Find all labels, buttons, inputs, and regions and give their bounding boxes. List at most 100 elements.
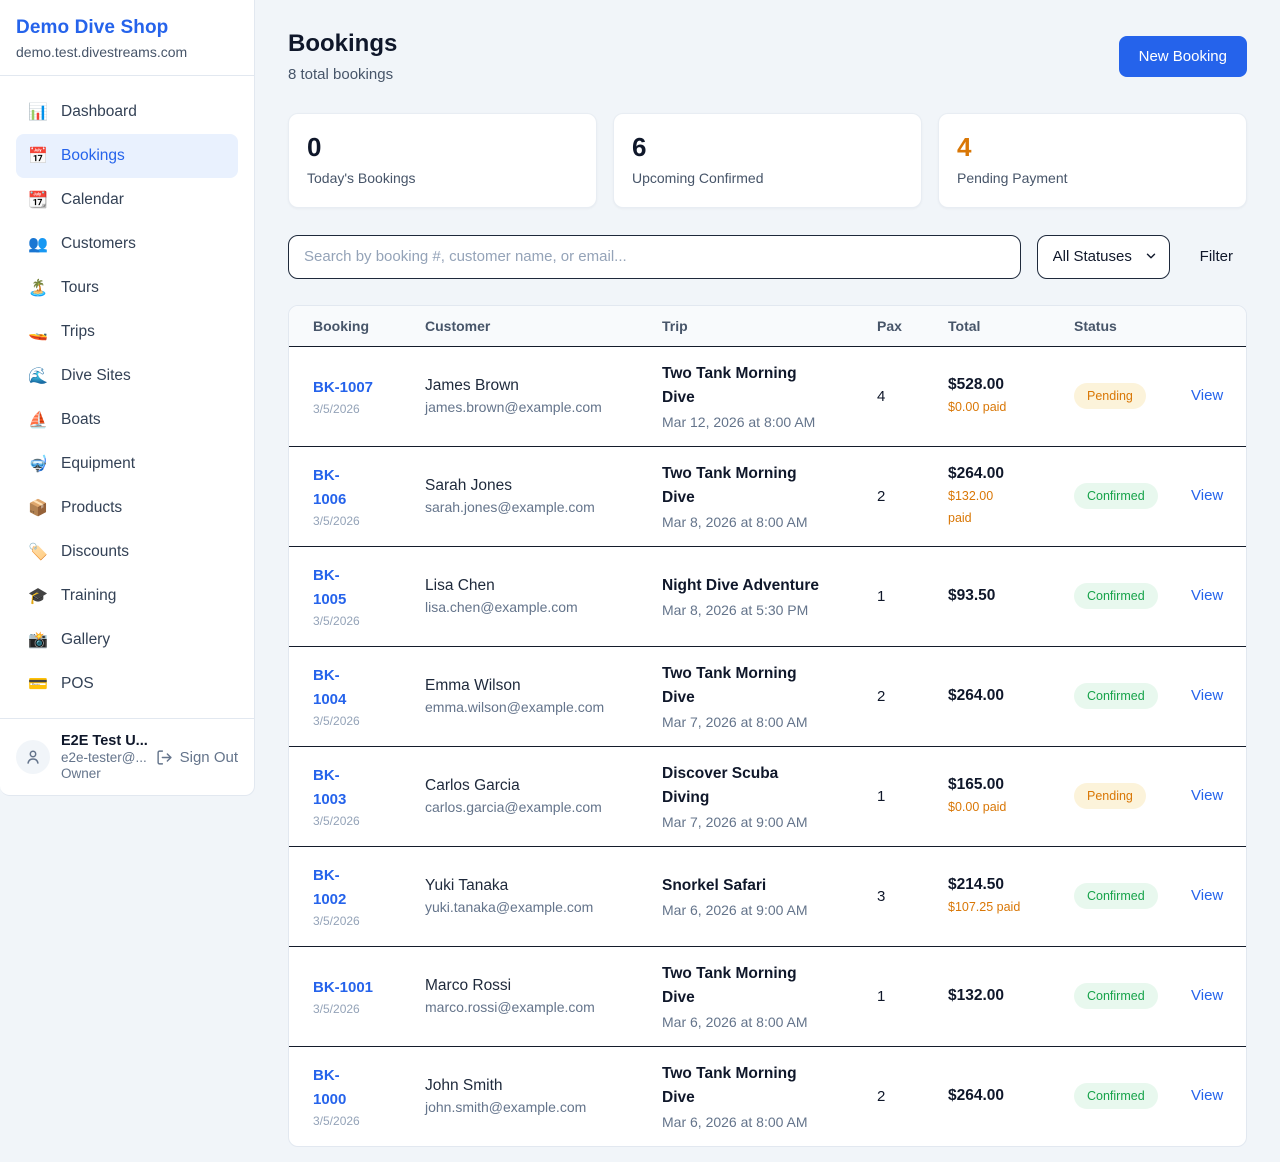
total-amount: $528.00 — [948, 376, 1005, 394]
booking-id-link[interactable]: BK- — [313, 567, 340, 585]
view-link[interactable]: View — [1191, 687, 1224, 705]
sidebar-item[interactable]: ⛵ Boats — [16, 398, 238, 442]
sidebar-item[interactable]: 🎓 Training — [16, 574, 238, 618]
actions-cell: View — [1191, 687, 1246, 705]
actions-cell: View — [1191, 787, 1246, 805]
booking-id-link-line2[interactable]: 1000 — [313, 1091, 347, 1109]
trip-cell: Snorkel Safari Mar 6, 2026 at 9:00 AM — [662, 874, 877, 918]
search-input[interactable] — [288, 234, 1021, 279]
booking-id-link[interactable]: BK- — [313, 767, 340, 785]
sign-out-button[interactable]: Sign Out — [156, 749, 238, 766]
booking-id-link[interactable]: BK- — [313, 467, 340, 485]
booking-id-link[interactable]: BK-1007 — [313, 379, 374, 397]
view-link[interactable]: View — [1191, 787, 1224, 805]
sidebar: Demo Dive Shop demo.test.divestreams.com… — [0, 0, 255, 796]
pax-cell: 1 — [877, 587, 886, 605]
status-select-wrap: All Statuses — [1036, 234, 1170, 279]
column-header-booking: Booking — [313, 317, 369, 334]
trip-name: Snorkel Safari — [662, 877, 767, 895]
view-link[interactable]: View — [1191, 487, 1224, 505]
sidebar-item[interactable]: 📅 Bookings — [16, 134, 238, 178]
sidebar-item-icon: 📸 — [28, 632, 48, 649]
total-amount: $264.00 — [948, 1087, 1005, 1105]
booking-id-link[interactable]: BK-1001 — [313, 979, 374, 997]
sidebar-item[interactable]: 🤿 Equipment — [16, 442, 238, 486]
sidebar-item[interactable]: 📸 Gallery — [16, 618, 238, 662]
booking-id-link[interactable]: BK- — [313, 667, 340, 685]
sidebar-item[interactable]: 💳 POS — [16, 662, 238, 706]
customer-cell: Yuki Tanaka yuki.tanaka@example.com — [425, 877, 662, 915]
customer-name: Carlos Garcia — [425, 777, 520, 795]
booking-date: 3/5/2026 — [313, 914, 360, 929]
booking-id-link-line2[interactable]: 1003 — [313, 791, 347, 809]
booking-id-link[interactable]: BK- — [313, 867, 340, 885]
booking-id-link-line2[interactable]: 1002 — [313, 891, 347, 909]
status-badge: Pending — [1074, 783, 1146, 810]
booking-date: 3/5/2026 — [313, 1114, 360, 1129]
pax-cell: 2 — [877, 1087, 886, 1105]
sidebar-item[interactable]: 👥 Customers — [16, 222, 238, 266]
stat-label: Today's Bookings — [307, 169, 416, 186]
sidebar-item[interactable]: 🏝️ Tours — [16, 266, 238, 310]
trip-datetime: Mar 8, 2026 at 8:00 AM — [662, 514, 808, 531]
column-header-total: Total — [948, 317, 981, 334]
status-cell: Confirmed — [1074, 983, 1191, 1010]
trip-cell: Two Tank Morning Dive Mar 8, 2026 at 8:0… — [662, 462, 877, 530]
filter-button[interactable]: Filter — [1186, 248, 1247, 265]
trip-name-line2: Dive — [662, 689, 695, 707]
pax-cell: 2 — [877, 687, 886, 705]
customer-cell: Carlos Garcia carlos.garcia@example.com — [425, 777, 662, 815]
status-filter-select[interactable]: All Statuses — [1036, 234, 1170, 279]
sidebar-item-icon: 👥 — [28, 236, 48, 253]
view-link[interactable]: View — [1191, 987, 1224, 1005]
table-body: BK-1007 3/5/2026 James Brown james.brown… — [289, 345, 1246, 1146]
view-link[interactable]: View — [1191, 387, 1224, 405]
view-link[interactable]: View — [1191, 587, 1224, 605]
trip-datetime: Mar 8, 2026 at 5:30 PM — [662, 602, 809, 619]
sidebar-item[interactable]: 🚤 Trips — [16, 310, 238, 354]
table-row: BK- 1006 3/5/2026 Sarah Jones sarah.jone… — [289, 445, 1246, 546]
view-link[interactable]: View — [1191, 887, 1224, 905]
actions-cell: View — [1191, 487, 1246, 505]
customer-email: carlos.garcia@example.com — [425, 799, 602, 816]
sidebar-item[interactable]: 📊 Dashboard — [16, 90, 238, 134]
new-booking-button[interactable]: New Booking — [1118, 36, 1247, 77]
booking-cell: BK- 1006 3/5/2026 — [289, 464, 425, 528]
sidebar-item-icon: 🌊 — [28, 368, 48, 385]
booking-id-link-line2[interactable]: 1005 — [313, 591, 347, 609]
actions-cell: View — [1191, 1087, 1246, 1105]
actions-cell: View — [1191, 587, 1246, 605]
stat-value: 0 — [307, 132, 322, 162]
customer-email: lisa.chen@example.com — [425, 599, 578, 616]
bookings-table: Booking Customer Trip Pax Total Status B… — [288, 304, 1247, 1147]
booking-id-link[interactable]: BK- — [313, 1067, 340, 1085]
sidebar-item-label: Training — [61, 587, 117, 604]
paid-amount-line2: paid — [948, 511, 972, 526]
brand-title: Demo Dive Shop — [16, 17, 169, 38]
booking-id-link-line2[interactable]: 1004 — [313, 691, 347, 709]
page-header: Bookings 8 total bookings New Booking — [288, 30, 1247, 83]
actions-cell: View — [1191, 387, 1246, 405]
booking-cell: BK- 1004 3/5/2026 — [289, 664, 425, 728]
total-cell: $264.00 $132.00 paid — [948, 465, 1074, 527]
pax-cell: 3 — [877, 887, 886, 905]
total-amount: $132.00 — [948, 987, 1005, 1005]
view-link[interactable]: View — [1191, 1087, 1224, 1105]
booking-cell: BK- 1005 3/5/2026 — [289, 564, 425, 628]
booking-date: 3/5/2026 — [313, 814, 360, 829]
booking-date: 3/5/2026 — [313, 1002, 360, 1017]
sidebar-item[interactable]: 🏷️ Discounts — [16, 530, 238, 574]
sidebar-item[interactable]: 📦 Products — [16, 486, 238, 530]
pax-cell: 4 — [877, 387, 886, 405]
table-header-row: Booking Customer Trip Pax Total Status — [289, 305, 1246, 346]
pax-cell: 2 — [877, 487, 886, 505]
total-cell: $264.00 — [948, 1087, 1074, 1105]
total-cell: $264.00 — [948, 687, 1074, 705]
trip-name-line2: Dive — [662, 389, 695, 407]
booking-id-link-line2[interactable]: 1006 — [313, 491, 347, 509]
total-cell: $214.50 $107.25 paid — [948, 876, 1074, 916]
stat-card: 6 Upcoming Confirmed — [613, 113, 922, 208]
avatar — [16, 740, 50, 774]
sidebar-item[interactable]: 🌊 Dive Sites — [16, 354, 238, 398]
sidebar-item[interactable]: 📆 Calendar — [16, 178, 238, 222]
